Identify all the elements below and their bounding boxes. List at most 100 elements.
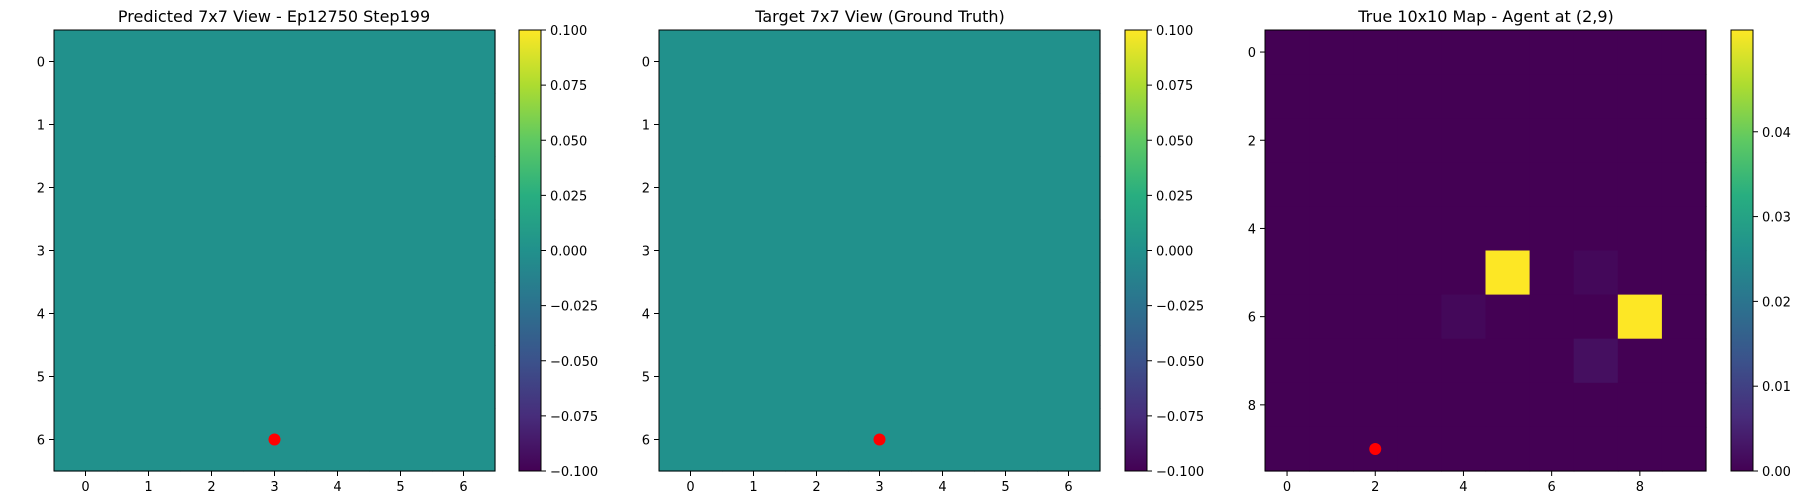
heatmap-cell: [974, 156, 1038, 220]
heatmap-cell: [369, 219, 433, 283]
colorbar-tick-label: 0.04: [1762, 126, 1791, 141]
heatmap-cell: [1617, 250, 1663, 296]
heatmap-cell: [1397, 206, 1442, 252]
heatmap-cell: [785, 93, 849, 157]
heatmap-cell: [1265, 338, 1310, 384]
heatmap-cell: [1441, 206, 1487, 252]
heatmap-cell: [1485, 118, 1531, 163]
colorbar-tick-label: −0.100: [1156, 465, 1204, 480]
heatmap-cell: [785, 345, 849, 409]
heatmap-cell: [1617, 30, 1663, 75]
heatmap-cell: [659, 345, 723, 409]
heatmap-cell: [911, 408, 975, 472]
heatmap-cell: [243, 156, 307, 220]
heatmap-cell: [306, 345, 370, 409]
heatmap-cell: [1353, 206, 1398, 252]
chart-title: Target 7x7 View (Ground Truth): [754, 7, 1005, 26]
heatmap-cell: [54, 93, 118, 157]
heatmap-cell: [1485, 30, 1531, 75]
heatmap-cell: [306, 282, 370, 346]
heatmap-cell: [1485, 162, 1531, 207]
heatmap-cell: [1617, 118, 1663, 163]
heatmap-cell: [1617, 162, 1663, 207]
heatmap-cell: [722, 219, 786, 283]
heatmap-cell: [785, 156, 849, 220]
heatmap-cell: [1441, 426, 1487, 472]
y-tick-label: 4: [642, 308, 650, 323]
heatmap-cell: [1265, 294, 1310, 340]
heatmap-cell: [1529, 30, 1575, 75]
heatmap-cell: [1661, 74, 1707, 119]
heatmap-cell: [974, 219, 1038, 283]
heatmap-panel-2: Target 7x7 View (Ground Truth) 0 1 2 3 4 5 6 0 1 2…: [642, 7, 1204, 495]
colorbar-tick-label: 0.00: [1762, 465, 1791, 480]
heatmap-cell: [243, 345, 307, 409]
heatmap-cell: [974, 93, 1038, 157]
heatmap-cell: [369, 93, 433, 157]
heatmap-cell: [1573, 338, 1619, 384]
heatmap-cell: [1485, 426, 1531, 472]
heatmap-cell: [1441, 382, 1487, 428]
heatmap-cell: [1397, 162, 1442, 207]
colorbar-tick-label: 0.025: [550, 189, 587, 204]
heatmap-cell: [1441, 338, 1487, 384]
y-tick-label: 2: [37, 182, 45, 197]
heatmap-cell: [1397, 294, 1442, 340]
x-tick-label: 6: [1548, 480, 1556, 495]
heatmap-cell: [1265, 250, 1310, 296]
y-tick-label: 1: [37, 119, 45, 134]
heatmap-cell: [369, 30, 433, 94]
heatmap-cell: [1441, 162, 1487, 207]
heatmap-cell: [1573, 206, 1619, 252]
heatmap-cell: [1397, 338, 1442, 384]
heatmap-cell: [1309, 118, 1354, 163]
heatmap-cell: [722, 345, 786, 409]
heatmap-cell: [54, 30, 118, 94]
heatmap-cell: [369, 282, 433, 346]
heatmap-cell: [1037, 156, 1101, 220]
heatmap-cell: [1485, 206, 1531, 252]
colorbar-tick-label: 0.000: [1156, 245, 1193, 260]
heatmap-cell: [659, 156, 723, 220]
x-tick-label: 4: [1459, 480, 1467, 495]
heatmap-cell: [911, 156, 975, 220]
y-tick-label: 6: [37, 434, 45, 449]
colorbar-tick-label: 0.02: [1762, 295, 1791, 310]
heatmap-cell: [722, 30, 786, 94]
heatmap-cell: [1397, 118, 1442, 163]
x-tick-label: 1: [749, 480, 757, 495]
heatmap-cell: [1661, 206, 1707, 252]
y-tick-label: 2: [642, 182, 650, 197]
heatmap-cell: [659, 282, 723, 346]
agent-marker: [268, 433, 281, 446]
heatmap-cell: [54, 219, 118, 283]
colorbar-tick-label: −0.075: [550, 410, 598, 425]
colorbar: [1730, 29, 1754, 472]
heatmap-cell: [432, 93, 496, 157]
heatmap-cell: [306, 219, 370, 283]
heatmap-cell: [306, 408, 370, 472]
heatmap-cell: [180, 345, 244, 409]
heatmap-cell: [974, 30, 1038, 94]
heatmap-cell: [54, 408, 118, 472]
heatmap-cell: [1037, 93, 1101, 157]
heatmap-cell: [306, 156, 370, 220]
heatmap-cell: [432, 30, 496, 94]
colorbar-tick-label: 0.01: [1762, 380, 1791, 395]
heatmap-cell: [1529, 294, 1575, 340]
heatmap-cell: [659, 408, 723, 472]
heatmap-cell: [1573, 382, 1619, 428]
heatmap-cell: [1573, 426, 1619, 472]
colorbar-tick-label: 0.100: [550, 24, 587, 39]
heatmap-cell: [1617, 426, 1663, 472]
heatmap-cell: [1353, 30, 1398, 75]
colorbar: [518, 29, 542, 472]
heatmap-cell: [180, 156, 244, 220]
heatmap-cell: [911, 282, 975, 346]
heatmap-cell: [1265, 206, 1310, 252]
heatmap-cell: [432, 156, 496, 220]
agent-marker: [1369, 442, 1382, 455]
heatmap-cell: [1661, 426, 1707, 472]
y-tick-label: 4: [37, 308, 45, 323]
heatmap-cell: [1309, 426, 1354, 472]
